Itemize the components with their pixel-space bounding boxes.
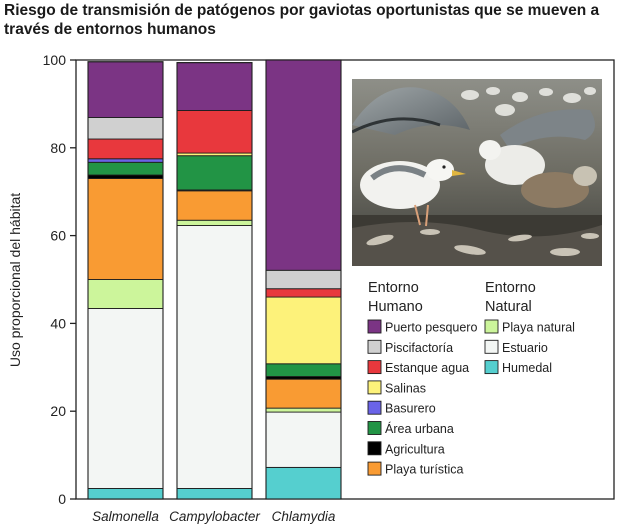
bar-segment-area-urbana bbox=[176, 155, 253, 191]
bar-segment-playa-natural bbox=[87, 279, 164, 309]
legend-swatch-agricultura bbox=[367, 441, 382, 456]
legend-swatch-estanque-agua bbox=[367, 360, 382, 375]
legend-label-humedal: Humedal bbox=[502, 361, 552, 375]
bar-segment-estuario bbox=[176, 225, 253, 489]
bar-segment-area-urbana bbox=[265, 363, 342, 377]
bar-segment-piscifactoria bbox=[87, 117, 164, 140]
bar-segment-basurero bbox=[87, 158, 164, 163]
bar-segment-humedal bbox=[176, 488, 253, 500]
legend-label-basurero: Basurero bbox=[385, 402, 436, 416]
legend-group-title: Entorno bbox=[368, 280, 419, 296]
chart-title: Riesgo de transmisión de patógenos por g… bbox=[4, 2, 600, 38]
bar-outline bbox=[265, 59, 342, 500]
bar-segment-playa-natural bbox=[265, 407, 342, 413]
y-tick-label: 80 bbox=[50, 140, 66, 156]
legend-label-salinas: Salinas bbox=[385, 381, 426, 395]
y-tick-label: 20 bbox=[50, 403, 66, 419]
legend-swatch-estuario bbox=[484, 339, 499, 354]
bar-segment-puerto-pesquero bbox=[176, 62, 253, 111]
bar-outline bbox=[87, 61, 164, 500]
legend-label-piscifactoria: Piscifactoría bbox=[385, 341, 453, 355]
x-tick-label: Salmonella bbox=[92, 509, 159, 524]
bar-segment-area-urbana bbox=[87, 161, 164, 176]
y-tick-label: 100 bbox=[43, 52, 67, 68]
bar-segment-playa-natural bbox=[176, 219, 253, 226]
y-axis-label: Uso proporcional del hábitat bbox=[7, 193, 23, 367]
legend-label-playa-turistica: Playa turística bbox=[385, 463, 464, 477]
legend-swatch-piscifactoria bbox=[367, 339, 382, 354]
legend-swatch-playa-turistica bbox=[367, 461, 382, 476]
bar-segment-puerto-pesquero bbox=[265, 59, 342, 271]
legend-label-agricultura: Agricultura bbox=[385, 442, 445, 456]
legend-label-estuario: Estuario bbox=[502, 341, 548, 355]
legend-group-title: Humano bbox=[368, 299, 423, 315]
plot-frame bbox=[75, 59, 615, 500]
x-tick-label: Chlamydia bbox=[272, 509, 336, 524]
gulls-photo bbox=[352, 79, 602, 266]
y-tick-label: 60 bbox=[50, 228, 66, 244]
bar-segment-estanque-agua bbox=[265, 288, 342, 298]
legend-swatch-area-urbana bbox=[367, 421, 382, 435]
x-tick-label: Campylobacter bbox=[169, 509, 260, 524]
bar-segment-estanque-agua bbox=[176, 110, 253, 154]
legend-group-title: Entorno bbox=[485, 280, 536, 296]
bar-segment-puerto-pesquero bbox=[87, 61, 164, 118]
legend-swatch-humedal bbox=[484, 360, 499, 375]
bar-segment-playa-turistica bbox=[176, 190, 253, 221]
legend-swatch-salinas bbox=[367, 380, 382, 395]
legend-label-puerto-pesquero: Puerto pesquero bbox=[385, 321, 477, 335]
bar-segment-estanque-agua bbox=[87, 138, 164, 160]
bar-segment-playa-turistica bbox=[265, 378, 342, 409]
legend-swatch-puerto-pesquero bbox=[367, 319, 382, 334]
bar-segment-salinas bbox=[265, 296, 342, 365]
bar-segment-estuario bbox=[87, 308, 164, 489]
y-tick-label: 40 bbox=[50, 315, 66, 331]
bar-outline bbox=[176, 62, 253, 500]
legend-label-area-urbana: Área urbana bbox=[385, 421, 454, 436]
legend-swatch-basurero bbox=[367, 400, 382, 415]
bar-segment-playa-turistica bbox=[87, 178, 164, 280]
legend-swatch-playa-natural bbox=[484, 319, 499, 334]
bar-segment-piscifactoria bbox=[265, 269, 342, 290]
y-tick-label: 0 bbox=[58, 491, 66, 507]
bar-segment-estuario bbox=[265, 411, 342, 468]
legend: Entorno Humano Puerto pesquero Piscifactorí… bbox=[367, 280, 575, 477]
legend-label-estanque-agua: Estanque agua bbox=[385, 361, 469, 375]
bar-segment-humedal bbox=[87, 488, 164, 500]
legend-group-title: Natural bbox=[485, 299, 532, 315]
bar-segment-humedal bbox=[265, 466, 342, 500]
bars-layer bbox=[87, 59, 342, 500]
bar-segment-agricultura bbox=[87, 174, 164, 179]
legend-label-playa-natural: Playa natural bbox=[502, 321, 575, 335]
